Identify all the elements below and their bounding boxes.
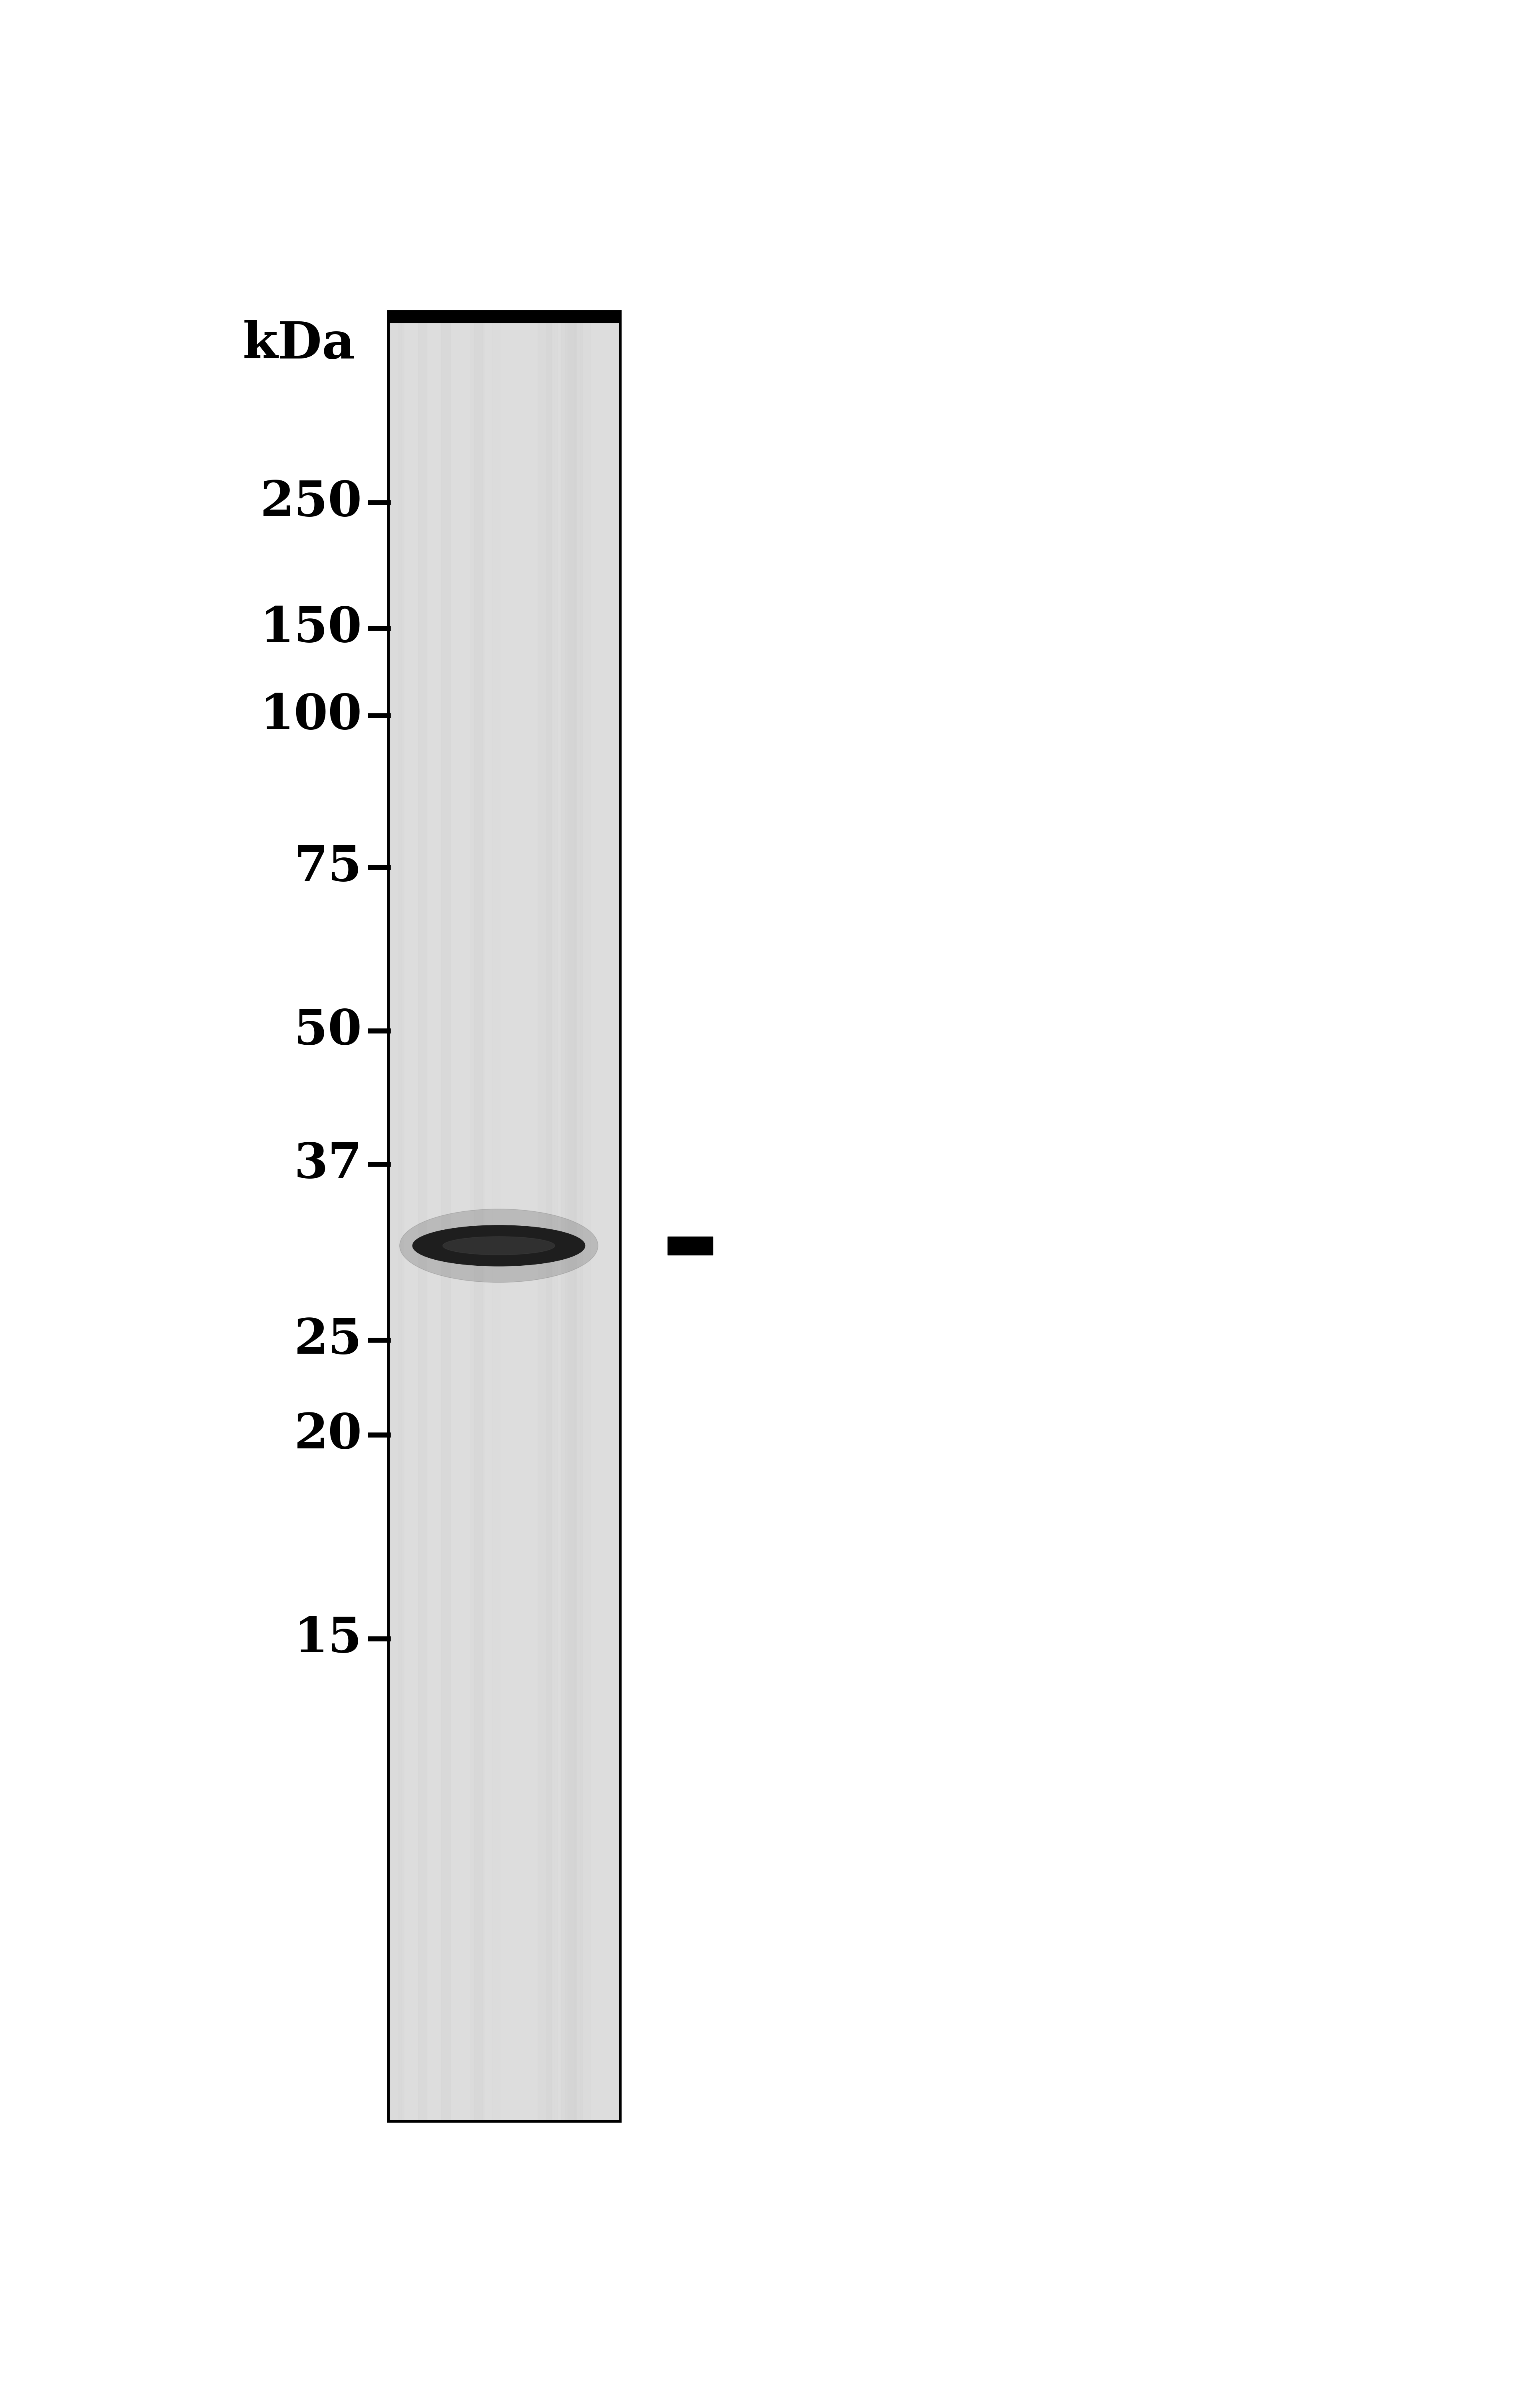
Text: 75: 75 bbox=[295, 843, 362, 891]
Bar bbox=[419, 311, 427, 2121]
Bar bbox=[441, 311, 450, 2121]
Bar bbox=[470, 311, 485, 2121]
Ellipse shape bbox=[413, 1226, 585, 1267]
Bar bbox=[569, 311, 574, 2121]
Bar bbox=[493, 311, 500, 2121]
Text: 15: 15 bbox=[295, 1616, 362, 1662]
Text: 100: 100 bbox=[259, 691, 362, 739]
Text: 50: 50 bbox=[295, 1007, 362, 1055]
Bar bbox=[537, 311, 550, 2121]
Bar bbox=[560, 311, 576, 2121]
Bar bbox=[474, 311, 482, 2121]
Text: 20: 20 bbox=[293, 1411, 362, 1459]
Ellipse shape bbox=[442, 1238, 554, 1255]
Text: 25: 25 bbox=[295, 1317, 362, 1363]
Bar bbox=[551, 311, 557, 2121]
Bar bbox=[388, 311, 620, 2121]
Bar bbox=[580, 311, 591, 2121]
Bar bbox=[546, 311, 551, 2121]
Text: 37: 37 bbox=[295, 1141, 362, 1187]
Bar bbox=[565, 311, 577, 2121]
Bar bbox=[574, 311, 583, 2121]
Bar bbox=[568, 311, 576, 2121]
Bar bbox=[390, 311, 402, 2121]
Text: 150: 150 bbox=[259, 604, 362, 653]
Text: 250: 250 bbox=[259, 479, 362, 525]
Bar bbox=[388, 311, 620, 2121]
Bar bbox=[550, 311, 554, 2121]
Bar bbox=[668, 1235, 712, 1255]
Bar bbox=[388, 311, 620, 323]
Bar bbox=[398, 311, 404, 2121]
Ellipse shape bbox=[399, 1209, 599, 1283]
Bar bbox=[543, 311, 551, 2121]
Text: kDa: kDa bbox=[243, 320, 355, 368]
